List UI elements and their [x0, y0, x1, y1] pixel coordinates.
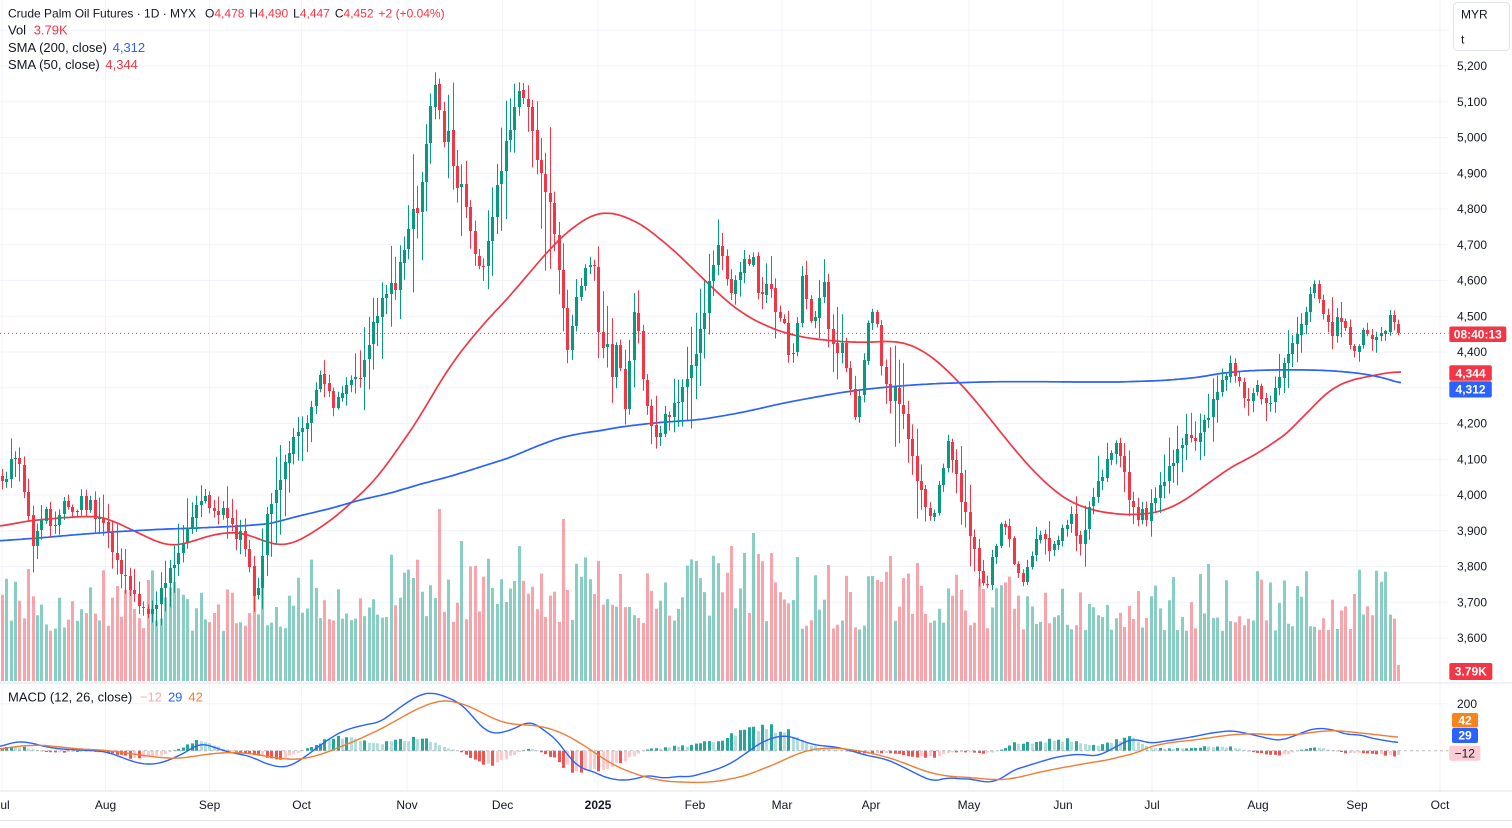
svg-text:4,100: 4,100 [1457, 452, 1487, 466]
svg-text:MYR: MYR [1461, 8, 1488, 22]
svg-text:4,344: 4,344 [1456, 366, 1486, 380]
svg-text:May: May [958, 798, 981, 812]
svg-text:Oct: Oct [1431, 798, 1450, 812]
svg-text:08:40:13: 08:40:13 [1454, 327, 1502, 341]
svg-text:5,100: 5,100 [1457, 95, 1487, 109]
svg-text:Crude Palm Oil Futures · 1D ·: Crude Palm Oil Futures · 1D · MYX O4,478 H… [8, 7, 445, 21]
svg-text:Mar: Mar [772, 798, 793, 812]
svg-text:Jul: Jul [0, 798, 10, 812]
svg-text:4,400: 4,400 [1457, 345, 1487, 359]
svg-text:4,600: 4,600 [1457, 274, 1487, 288]
svg-text:5,000: 5,000 [1457, 131, 1487, 145]
svg-text:4,200: 4,200 [1457, 417, 1487, 431]
svg-text:3,700: 3,700 [1457, 596, 1487, 610]
svg-text:4,700: 4,700 [1457, 238, 1487, 252]
svg-text:Aug: Aug [1247, 798, 1268, 812]
svg-text:42: 42 [1458, 713, 1472, 727]
svg-text:4,000: 4,000 [1457, 488, 1487, 502]
svg-text:3,900: 3,900 [1457, 524, 1487, 538]
svg-text:Sep: Sep [1346, 798, 1368, 812]
svg-text:Jun: Jun [1053, 798, 1072, 812]
svg-text:Aug: Aug [95, 798, 116, 812]
svg-text:SMA (50, close) 4,344: SMA (50, close) 4,344 [8, 57, 138, 72]
svg-text:4,312: 4,312 [1456, 383, 1486, 397]
svg-text:2025: 2025 [585, 798, 612, 812]
svg-text:Vol 3.79K: Vol 3.79K [8, 23, 68, 38]
svg-text:3.79K: 3.79K [1455, 665, 1487, 679]
svg-text:4,900: 4,900 [1457, 166, 1487, 180]
svg-text:29: 29 [1458, 729, 1472, 743]
svg-text:Sep: Sep [199, 798, 221, 812]
svg-text:4,800: 4,800 [1457, 202, 1487, 216]
svg-text:Apr: Apr [862, 798, 881, 812]
svg-text:3,800: 3,800 [1457, 560, 1487, 574]
svg-text:4,500: 4,500 [1457, 309, 1487, 323]
svg-text:200: 200 [1457, 697, 1477, 711]
svg-text:3,600: 3,600 [1457, 631, 1487, 645]
svg-text:Nov: Nov [396, 798, 417, 812]
svg-text:SMA (200, close) 4,312: SMA (200, close) 4,312 [8, 40, 145, 55]
svg-text:Oct: Oct [292, 798, 311, 812]
svg-text:−12: −12 [1455, 747, 1476, 761]
svg-text:Feb: Feb [685, 798, 706, 812]
svg-text:Dec: Dec [492, 798, 513, 812]
svg-text:Jul: Jul [1144, 798, 1159, 812]
svg-text:5,200: 5,200 [1457, 59, 1487, 73]
svg-text:t: t [1461, 33, 1465, 47]
